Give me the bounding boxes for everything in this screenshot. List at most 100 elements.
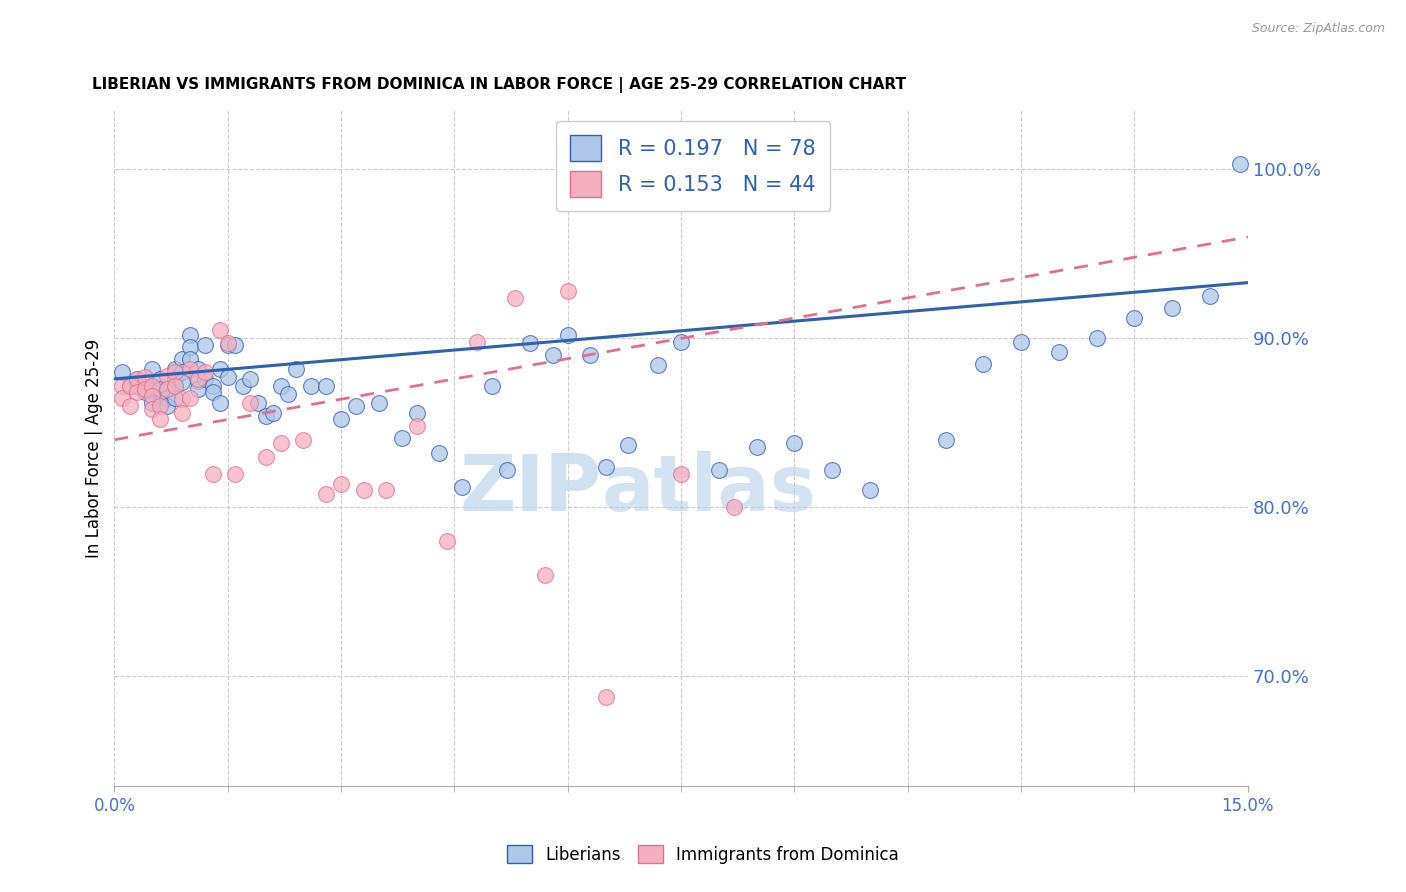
Point	[201, 385, 224, 400]
Point	[149, 382, 172, 396]
Point	[201, 467, 224, 481]
Point	[141, 389, 163, 403]
Point	[186, 372, 208, 386]
Point	[262, 406, 284, 420]
Point	[134, 370, 156, 384]
Point	[194, 365, 217, 379]
Point	[391, 431, 413, 445]
Point	[239, 372, 262, 386]
Point	[194, 338, 217, 352]
Point	[1047, 345, 1070, 359]
Point	[217, 370, 239, 384]
Point	[344, 399, 367, 413]
Point	[209, 395, 232, 409]
Point	[375, 483, 398, 498]
Point	[617, 438, 640, 452]
Point	[141, 395, 163, 409]
Point	[141, 382, 163, 396]
Point	[299, 378, 322, 392]
Point	[579, 348, 602, 362]
Point	[465, 334, 488, 349]
Point	[224, 338, 246, 352]
Point	[270, 378, 292, 392]
Point	[134, 382, 156, 396]
Point	[111, 391, 134, 405]
Point	[330, 412, 353, 426]
Point	[149, 395, 172, 409]
Point	[935, 433, 957, 447]
Point	[405, 406, 427, 420]
Point	[292, 433, 315, 447]
Point	[723, 500, 745, 515]
Point	[451, 480, 474, 494]
Point	[201, 378, 224, 392]
Point	[707, 463, 730, 477]
Point	[172, 376, 194, 390]
Point	[224, 467, 246, 481]
Point	[232, 378, 254, 392]
Point	[134, 376, 156, 390]
Point	[277, 387, 299, 401]
Point	[163, 372, 186, 386]
Point	[367, 395, 389, 409]
Point	[669, 334, 692, 349]
Point	[156, 382, 179, 396]
Point	[330, 476, 353, 491]
Point	[557, 284, 579, 298]
Point	[541, 348, 564, 362]
Point	[496, 463, 519, 477]
Point	[745, 440, 768, 454]
Point	[186, 382, 208, 396]
Point	[111, 365, 134, 379]
Point	[1199, 289, 1222, 303]
Point	[246, 395, 269, 409]
Point	[595, 690, 617, 704]
Y-axis label: In Labor Force | Age 25-29: In Labor Force | Age 25-29	[86, 339, 103, 558]
Point	[179, 391, 201, 405]
Point	[163, 378, 186, 392]
Point	[503, 291, 526, 305]
Point	[179, 351, 201, 366]
Point	[141, 361, 163, 376]
Point	[1161, 301, 1184, 315]
Point	[405, 419, 427, 434]
Text: atlas: atlas	[602, 450, 817, 527]
Point	[186, 361, 208, 376]
Point	[519, 336, 541, 351]
Point	[557, 328, 579, 343]
Point	[353, 483, 375, 498]
Point	[163, 365, 186, 379]
Point	[1123, 311, 1146, 326]
Point	[163, 361, 186, 376]
Point	[186, 374, 208, 388]
Point	[209, 361, 232, 376]
Point	[209, 323, 232, 337]
Legend: Liberians, Immigrants from Dominica: Liberians, Immigrants from Dominica	[501, 838, 905, 871]
Point	[141, 378, 163, 392]
Point	[972, 357, 994, 371]
Point	[149, 399, 172, 413]
Point	[254, 409, 277, 423]
Point	[149, 412, 172, 426]
Point	[179, 361, 201, 376]
Point	[427, 446, 450, 460]
Point	[436, 534, 458, 549]
Point	[859, 483, 882, 498]
Point	[172, 406, 194, 420]
Point	[239, 395, 262, 409]
Point	[481, 378, 503, 392]
Point	[149, 372, 172, 386]
Point	[1010, 334, 1032, 349]
Text: LIBERIAN VS IMMIGRANTS FROM DOMINICA IN LABOR FORCE | AGE 25-29 CORRELATION CHAR: LIBERIAN VS IMMIGRANTS FROM DOMINICA IN …	[91, 78, 905, 94]
Point	[163, 391, 186, 405]
Point	[118, 399, 141, 413]
Point	[270, 436, 292, 450]
Point	[669, 467, 692, 481]
Text: ZIP: ZIP	[460, 450, 602, 527]
Point	[179, 328, 201, 343]
Point	[1085, 331, 1108, 345]
Point	[163, 378, 186, 392]
Point	[156, 368, 179, 383]
Point	[172, 392, 194, 407]
Point	[172, 365, 194, 379]
